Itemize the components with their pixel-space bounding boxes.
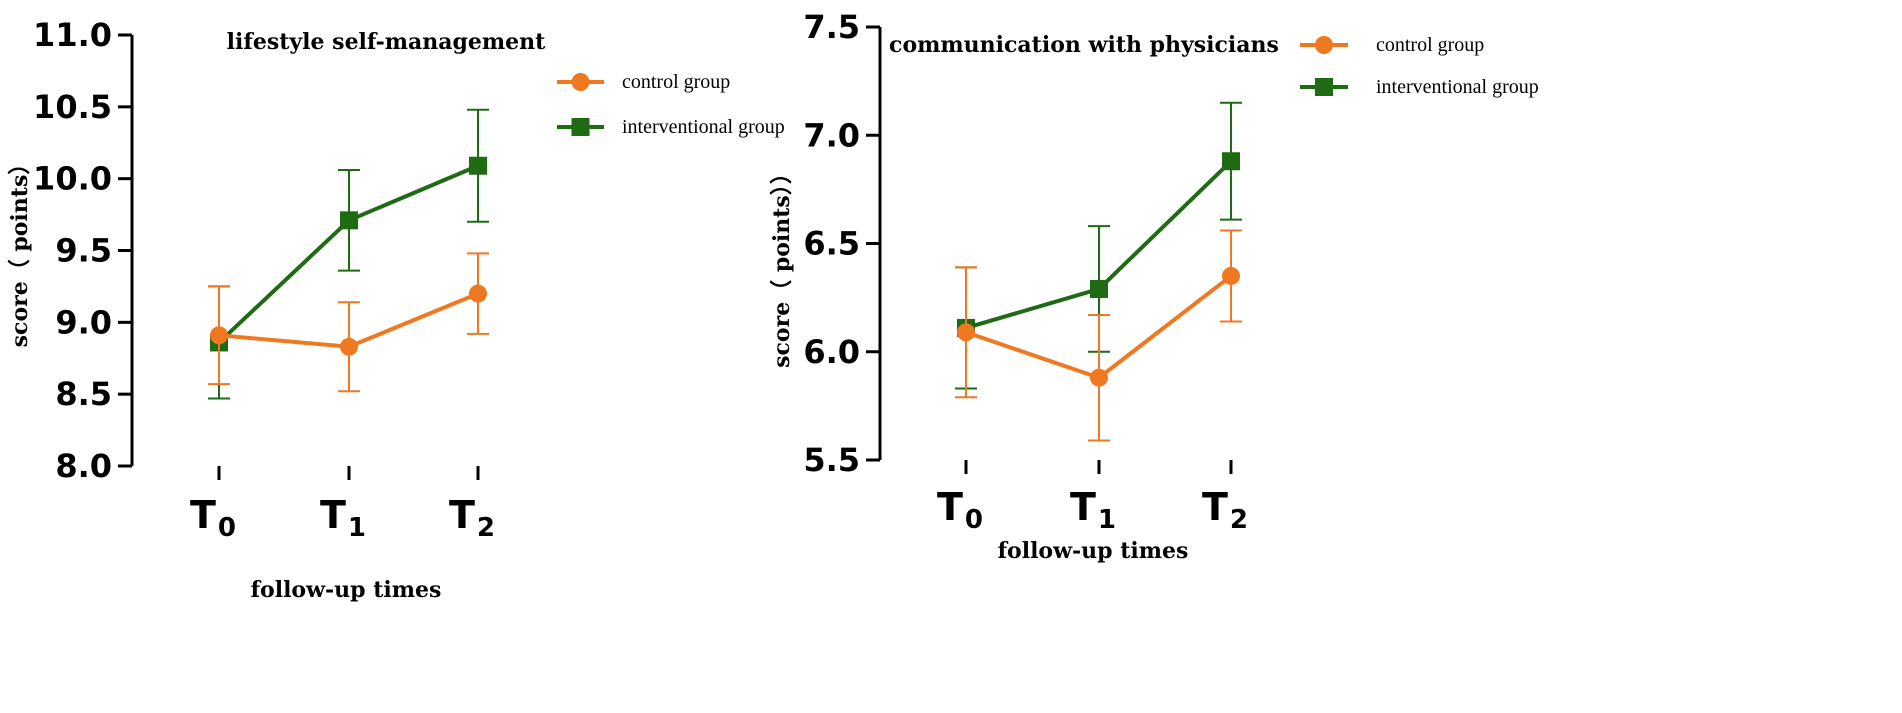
y-tick-label: 7.5 — [803, 8, 860, 46]
legend-label: interventional group — [622, 116, 785, 138]
y-tick-label: 6.5 — [803, 225, 860, 263]
data-point — [469, 284, 487, 303]
y-axis-title: score（ points） — [7, 153, 33, 348]
data-point — [957, 323, 975, 342]
x-tick-label: T0 — [937, 485, 983, 535]
legend-label: interventional group — [1376, 76, 1539, 98]
legend-marker — [571, 118, 590, 136]
data-point — [340, 211, 358, 230]
data-point — [1090, 368, 1108, 387]
x-tick-label: T1 — [320, 493, 366, 543]
x-axis-title: follow-up times — [998, 538, 1189, 564]
legend: control group interventional group — [557, 71, 785, 138]
data-point — [1222, 152, 1240, 171]
x-tick-label: T1 — [1070, 485, 1116, 535]
series-control — [955, 229, 1242, 442]
series-control — [208, 252, 489, 393]
data-point — [1222, 266, 1240, 285]
data-point — [469, 156, 487, 175]
x-tick-label: T2 — [449, 493, 495, 543]
chart-title: communication with physicians — [889, 32, 1279, 58]
y-tick-label: 7.0 — [803, 116, 860, 154]
x-tick-label: T0 — [190, 493, 236, 543]
legend-label: control group — [622, 71, 730, 93]
legend: control group interventional group — [1300, 34, 1539, 98]
chart-2: communication with physicians 5.5 6.0 6.5 7.… — [769, 8, 1539, 564]
chart-1: lifestyle self-management 8.0 8.5 9.0 9.5 10.… — [7, 16, 785, 603]
legend-marker — [1315, 78, 1333, 96]
data-point — [1090, 279, 1108, 298]
data-point — [340, 337, 358, 356]
y-tick-label: 10.0 — [33, 160, 112, 198]
y-tick-label: 5.5 — [803, 441, 860, 479]
y-tick-label: 9.5 — [55, 232, 112, 270]
data-point — [210, 326, 228, 345]
y-axis-title: score（ points）） — [769, 162, 795, 368]
chart-title: lifestyle self-management — [227, 29, 547, 55]
x-tick-label: T2 — [1202, 485, 1248, 535]
legend-marker — [571, 73, 590, 91]
y-tick-label: 11.0 — [33, 16, 112, 54]
x-axis-title: follow-up times — [251, 577, 442, 603]
legend-marker — [1315, 36, 1333, 54]
y-tick-label: 8.0 — [55, 447, 112, 485]
y-tick-label: 8.5 — [55, 375, 112, 413]
y-tick-label: 6.0 — [803, 333, 860, 371]
y-tick-label: 9.0 — [55, 303, 112, 341]
legend-label: control group — [1376, 34, 1484, 56]
y-tick-label: 10.5 — [33, 88, 112, 126]
